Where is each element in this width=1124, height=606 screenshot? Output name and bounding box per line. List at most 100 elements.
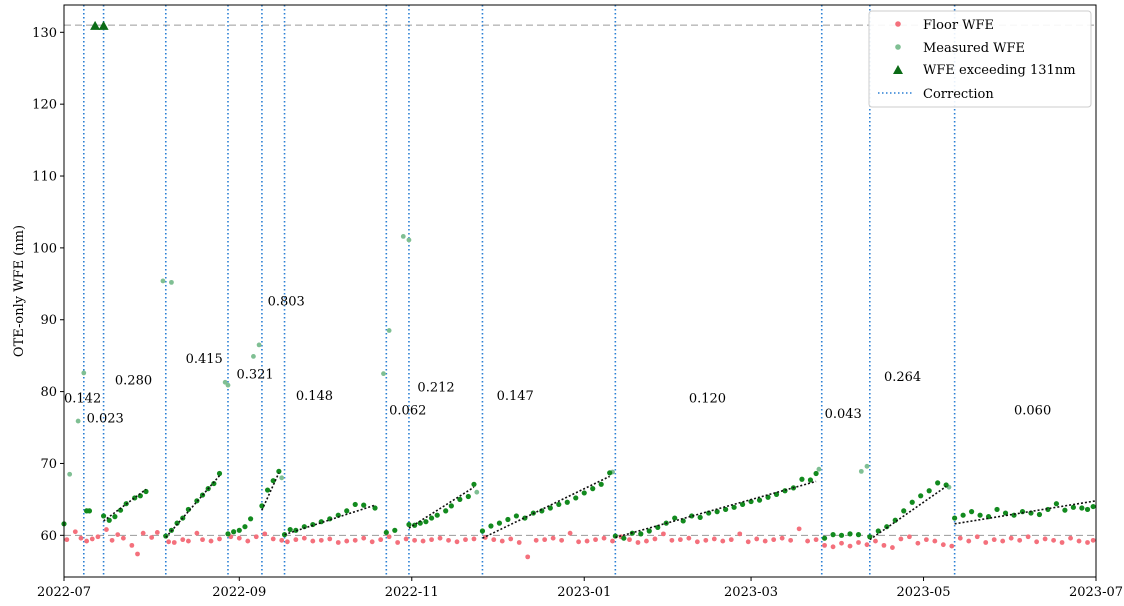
slope-annotation: 0.803 xyxy=(268,294,305,309)
measured-wfe-point xyxy=(471,481,477,487)
measured-wfe-point xyxy=(344,508,350,514)
measured-wfe-point xyxy=(479,528,486,534)
floor-wfe-point xyxy=(1000,538,1006,544)
floor-wfe-point xyxy=(369,539,375,545)
measured-wfe-point xyxy=(952,515,958,521)
y-tick-label: 120 xyxy=(32,98,57,113)
floor-wfe-point xyxy=(78,535,84,541)
measured-wfe-point xyxy=(383,529,389,536)
measured-wfe-point xyxy=(1070,504,1076,510)
floor-wfe-point xyxy=(677,537,683,543)
measured-wfe-point xyxy=(1079,505,1085,511)
measured-wfe-point xyxy=(496,520,503,526)
floor-wfe-point xyxy=(754,536,760,542)
measured-wfe-point xyxy=(607,470,613,476)
measured-wfe-point xyxy=(590,486,596,492)
measured-wfe-point xyxy=(739,501,746,508)
measured-wfe-point xyxy=(960,512,966,518)
measured-wfe-point xyxy=(488,523,494,529)
floor-wfe-point xyxy=(429,537,434,543)
correction-lines xyxy=(82,5,956,577)
floor-wfe-point xyxy=(711,536,717,542)
floor-wfe-point xyxy=(1090,537,1096,543)
measured-wfe-outlier-point xyxy=(386,328,392,333)
measured-wfe-point xyxy=(361,502,367,508)
measured-wfe-point xyxy=(799,476,805,482)
measured-wfe-point xyxy=(782,488,788,494)
measured-wfe-point xyxy=(417,520,423,526)
measured-wfe-outlier-point xyxy=(816,466,822,472)
measured-wfe-point xyxy=(264,487,271,493)
measured-wfe-point xyxy=(564,499,570,505)
measured-wfe-outlier-point xyxy=(858,468,864,474)
floor-wfe-point xyxy=(822,542,827,548)
measured-wfe-point xyxy=(287,526,293,533)
measured-wfe-point xyxy=(638,531,644,537)
floor-wfe-point xyxy=(966,538,972,544)
floor-wfe-point xyxy=(491,537,497,543)
measured-wfe-point xyxy=(406,521,412,528)
measured-wfe-point xyxy=(352,501,358,508)
floor-wfe-point xyxy=(627,537,632,543)
measured-wfe-point xyxy=(216,470,223,477)
floor-wfe-point xyxy=(593,537,598,543)
floor-wfe-point xyxy=(104,527,109,532)
wfe-exceeding-marker xyxy=(98,20,109,30)
measured-wfe-point xyxy=(372,505,378,511)
measured-wfe-outliers xyxy=(67,233,952,495)
measured-wfe-point xyxy=(748,498,754,505)
floor-wfe-point xyxy=(898,536,904,542)
trend-line xyxy=(261,472,280,511)
measured-wfe-point xyxy=(1019,509,1026,515)
floor-wfe-point xyxy=(180,537,186,543)
y-tick-label: 90 xyxy=(40,313,57,328)
floor-wfe-point xyxy=(703,537,709,543)
floor-wfe-point xyxy=(378,537,384,543)
floor-wfe-point xyxy=(728,537,734,543)
floor-wfe-point xyxy=(906,534,912,540)
x-tick-label: 2023-05 xyxy=(897,585,951,600)
legend-exceed-marker xyxy=(893,65,903,74)
legend-measured-label: Measured WFE xyxy=(923,41,1025,56)
floor-wfe-point xyxy=(873,538,878,544)
floor-wfe-point xyxy=(1008,535,1014,541)
y-axis-ticks: 60 70 80 90 100 110 120 130 xyxy=(32,26,64,544)
y-tick-label: 130 xyxy=(32,26,57,41)
floor-wfe-point xyxy=(352,537,358,543)
slope-annotation: 0.147 xyxy=(497,389,534,404)
floor-wfe-point xyxy=(140,530,146,536)
floor-wfe-point xyxy=(120,535,126,541)
measured-wfe-outlier-point xyxy=(406,237,412,243)
measured-wfe-point xyxy=(935,480,941,486)
y-tick-label: 60 xyxy=(40,529,57,544)
measured-wfe-point xyxy=(448,503,454,509)
measured-wfe-point xyxy=(423,519,429,525)
floor-wfe-point xyxy=(361,535,367,541)
floor-wfe-point xyxy=(1017,537,1023,543)
trend-line xyxy=(103,488,147,522)
floor-wfe-point xyxy=(318,537,324,543)
measured-wfe-point xyxy=(901,508,907,514)
measured-wfe-point xyxy=(714,509,720,515)
measured-wfe-point xyxy=(505,516,511,523)
measured-wfe-point xyxy=(573,495,579,501)
measured-wfe-point xyxy=(598,481,604,487)
floor-wfe-point xyxy=(499,538,505,544)
slope-annotation: 0.120 xyxy=(689,391,726,406)
floor-wfe-point xyxy=(576,539,581,545)
floor-wfe-point xyxy=(932,538,938,544)
floor-wfe-point xyxy=(310,538,316,544)
floor-wfe-point xyxy=(839,540,844,546)
floor-wfe-point xyxy=(1051,537,1056,543)
slope-annotation: 0.148 xyxy=(296,389,333,404)
floor-wfe-point xyxy=(149,535,155,540)
measured-wfe-point xyxy=(434,512,440,518)
trend-lines xyxy=(103,472,1097,541)
trend-line xyxy=(482,475,611,539)
slope-annotation: 0.264 xyxy=(884,370,921,385)
floor-wfe-point xyxy=(1025,534,1031,540)
floor-wfe-point xyxy=(463,537,468,543)
measured-wfe-point xyxy=(539,508,545,514)
floor-wfe-point xyxy=(983,540,989,545)
x-tick-label: 2023-07 xyxy=(1069,585,1123,600)
